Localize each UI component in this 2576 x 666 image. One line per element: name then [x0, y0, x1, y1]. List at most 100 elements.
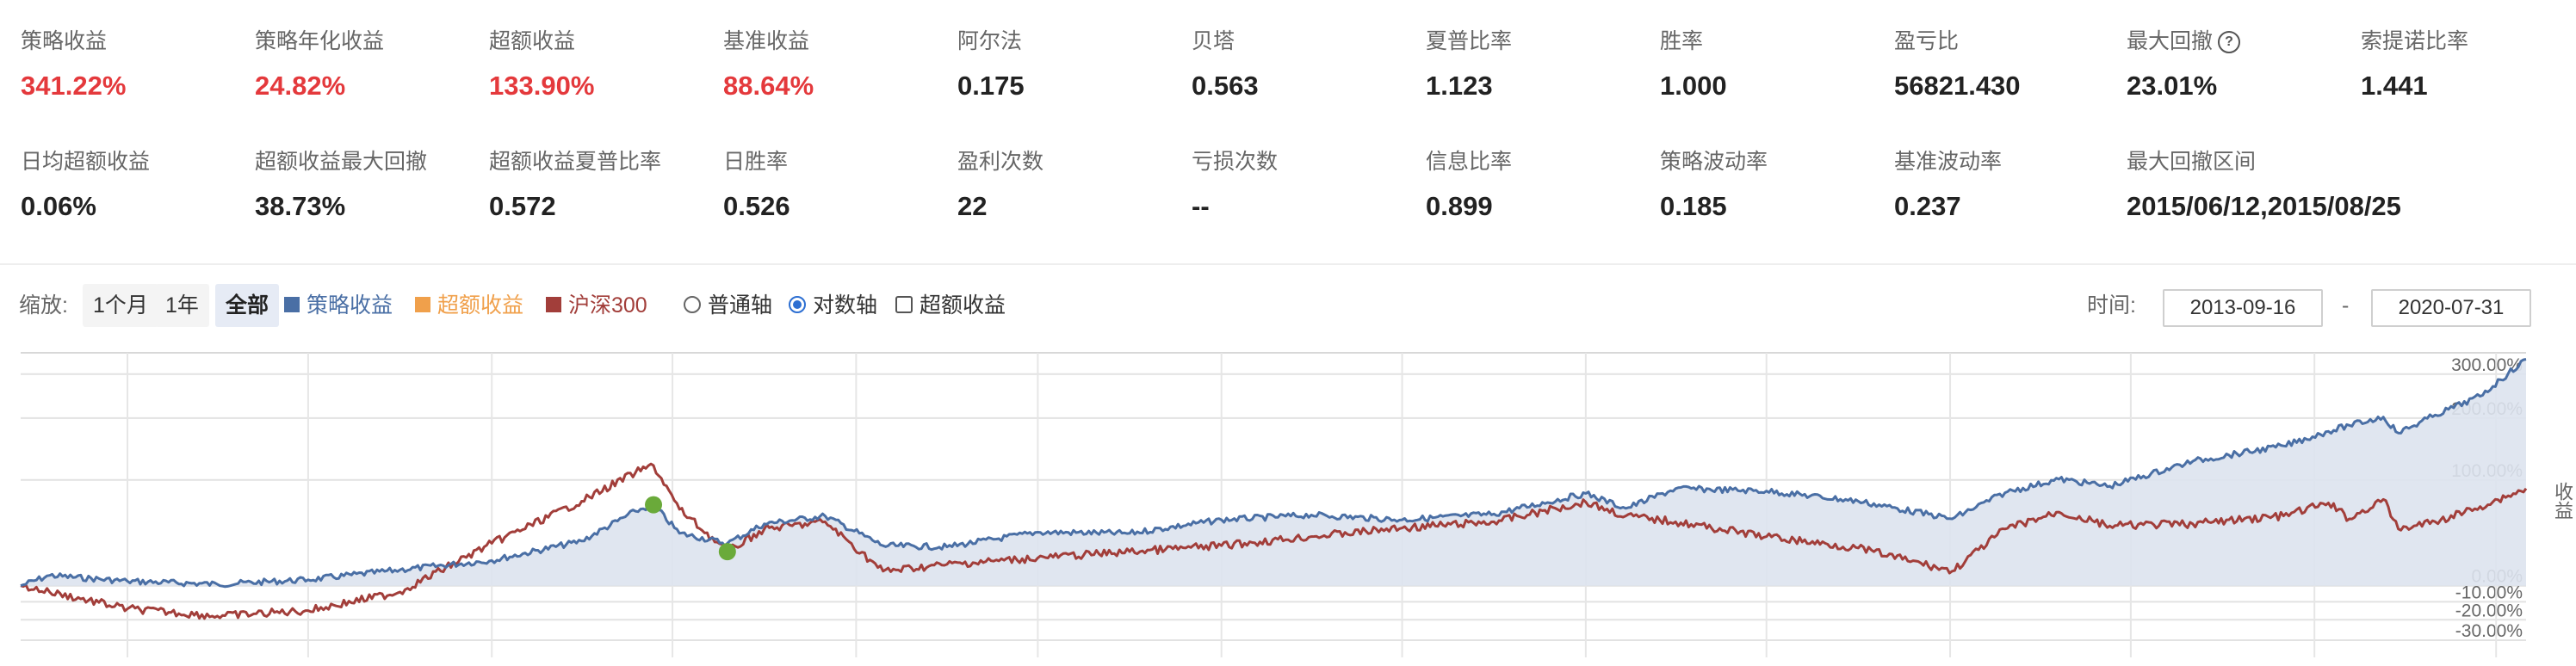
metric-3: 基准收益 88.64%	[723, 24, 956, 102]
metric-label: 策略波动率	[1660, 145, 1892, 176]
metric-label-text: 最大回撤	[2127, 29, 2214, 53]
metric-value: 1.123	[1426, 71, 1493, 101]
metric-value: 0.175	[957, 71, 1025, 101]
metric-label: 策略年化收益	[255, 24, 487, 55]
metric-1: 策略年化收益 24.82%	[255, 24, 487, 102]
strategy-area	[21, 359, 2526, 587]
metric-label: 胜率	[1660, 24, 1892, 55]
legend-excess-return[interactable]: 超额收益	[415, 284, 523, 327]
normal-axis-radio[interactable]: 普通轴	[684, 284, 772, 327]
metric-label: 索提诺比率	[2361, 24, 2576, 55]
zoom-1-month-button[interactable]: 1个月	[83, 284, 158, 327]
help-circle-icon[interactable]: ?	[2218, 31, 2241, 54]
metric-5: 贝塔 0.563	[1192, 24, 1424, 102]
metric-label: 最大回撤?	[2127, 24, 2359, 55]
metric-label: 日胜率	[723, 145, 956, 176]
metric-label: 超额收益	[489, 24, 721, 55]
metric-label-text: 胜率	[1660, 29, 1704, 53]
log-axis-radio[interactable]: 对数轴	[789, 284, 877, 327]
metric-value: 88.64%	[723, 71, 814, 101]
zoom-all-button[interactable]: 全部	[215, 284, 280, 327]
metric-value: 0.237	[1894, 191, 1961, 221]
metric-label-text: 盈亏比	[1894, 29, 1960, 53]
metric-label: 策略收益	[21, 24, 253, 55]
radio-icon	[684, 296, 701, 314]
metric-label: 贝塔	[1192, 24, 1424, 55]
metric-label-text: 超额收益夏普比率	[489, 150, 662, 174]
checkbox-icon	[895, 296, 913, 314]
drawdown-marker	[718, 543, 736, 561]
metric-label-text: 夏普比率	[1426, 29, 1513, 53]
chart-svg: 300.00%200.00%100.00%0.00%-10.00%-20.00%…	[20, 352, 2528, 657]
metric-value: 0.572	[489, 191, 556, 221]
legend-csi300[interactable]: 沪深300	[546, 284, 647, 327]
metrics-panel: 策略收益 341.22% 策略年化收益 24.82% 超额收益 133.90% 基准收益 88…	[0, 0, 2576, 263]
metric-19: 基准波动率 0.237	[1894, 145, 2127, 222]
metric-label-text: 超额收益	[489, 29, 576, 53]
metric-14: 日胜率 0.526	[723, 145, 956, 222]
metric-value: --	[1192, 191, 1210, 221]
strategy-line	[20, 358, 2527, 589]
metric-label-text: 日胜率	[723, 150, 789, 174]
returns-chart: 300.00%200.00%100.00%0.00%-10.00%-20.00%…	[0, 344, 2576, 666]
metric-8: 盈亏比 56821.430	[1894, 24, 2127, 102]
metric-label: 亏损次数	[1192, 145, 1424, 176]
metric-2: 超额收益 133.90%	[489, 24, 721, 102]
metric-label-text: 策略收益	[21, 29, 108, 53]
metric-label-text: 信息比率	[1426, 150, 1513, 174]
metric-label: 阿尔法	[957, 24, 1190, 55]
metric-7: 胜率 1.000	[1660, 24, 1892, 102]
metric-18: 策略波动率 0.185	[1660, 145, 1892, 222]
metric-value: 133.90%	[489, 71, 595, 101]
metric-label: 超额收益夏普比率	[489, 145, 721, 176]
zoom-1-year-button[interactable]: 1年	[155, 284, 209, 327]
metric-value: 1.000	[1660, 71, 1727, 101]
metric-value: 0.185	[1660, 191, 1727, 221]
legend-swatch-csi300	[546, 297, 561, 313]
log-axis-label: 对数轴	[813, 293, 878, 318]
metric-9: 最大回撤? 23.01%	[2127, 24, 2359, 102]
metric-label-text: 索提诺比率	[2361, 29, 2469, 53]
metric-label-text: 策略年化收益	[255, 29, 385, 53]
metric-value: 1.441	[2361, 71, 2428, 101]
metric-value: 2015/06/12,2015/08/25	[2127, 191, 2401, 221]
metric-label: 基准收益	[723, 24, 956, 55]
chart-toolbar: 缩放: 1个月 1年 全部 策略收益 超额收益 沪深300 普通轴 对数轴 超额…	[0, 284, 2576, 332]
metric-label-text: 策略波动率	[1660, 150, 1768, 174]
metric-0: 策略收益 341.22%	[21, 24, 253, 102]
legend-csi300-label: 沪深300	[568, 293, 647, 318]
metric-label-text: 亏损次数	[1192, 150, 1279, 174]
legend-strategy-label: 策略收益	[307, 293, 393, 318]
date-separator: -	[2342, 293, 2350, 318]
excess-return-checkbox-label: 超额收益	[920, 293, 1006, 318]
legend-strategy-return[interactable]: 策略收益	[284, 284, 393, 327]
metric-20: 最大回撤区间 2015/06/12,2015/08/25	[2127, 145, 2488, 222]
metric-value: 0.06%	[21, 191, 96, 221]
time-label: 时间:	[2087, 293, 2136, 318]
metric-value: 0.899	[1426, 191, 1493, 221]
metric-label: 超额收益最大回撤	[255, 145, 487, 176]
normal-axis-label: 普通轴	[708, 293, 773, 318]
metric-6: 夏普比率 1.123	[1426, 24, 1658, 102]
metric-value: 0.563	[1192, 71, 1259, 101]
metric-label: 信息比率	[1426, 145, 1658, 176]
drawdown-marker	[645, 496, 663, 514]
metric-value: 341.22%	[21, 71, 127, 101]
metric-label-text: 贝塔	[1192, 29, 1235, 53]
metric-label: 最大回撤区间	[2127, 145, 2488, 176]
metric-label-text: 最大回撤区间	[2127, 150, 2257, 174]
date-to-input[interactable]: 2020-07-31	[2371, 289, 2531, 327]
legend-swatch-excess	[415, 297, 430, 313]
excess-return-checkbox[interactable]: 超额收益	[895, 284, 1006, 327]
zoom-label: 缩放:	[19, 293, 68, 318]
radio-checked-icon	[789, 296, 806, 314]
metric-13: 超额收益夏普比率 0.572	[489, 145, 721, 222]
date-from-input[interactable]: 2013-09-16	[2163, 289, 2323, 327]
legend-swatch-strategy	[284, 297, 300, 313]
y-tick-label: -10.00%	[2455, 583, 2523, 602]
y-axis-title: 收益	[2552, 482, 2573, 520]
metric-11: 日均超额收益 0.06%	[21, 145, 253, 222]
y-tick-label: 300.00%	[2451, 355, 2523, 375]
metric-value: 22	[957, 191, 988, 221]
metric-value: 56821.430	[1894, 71, 2021, 101]
